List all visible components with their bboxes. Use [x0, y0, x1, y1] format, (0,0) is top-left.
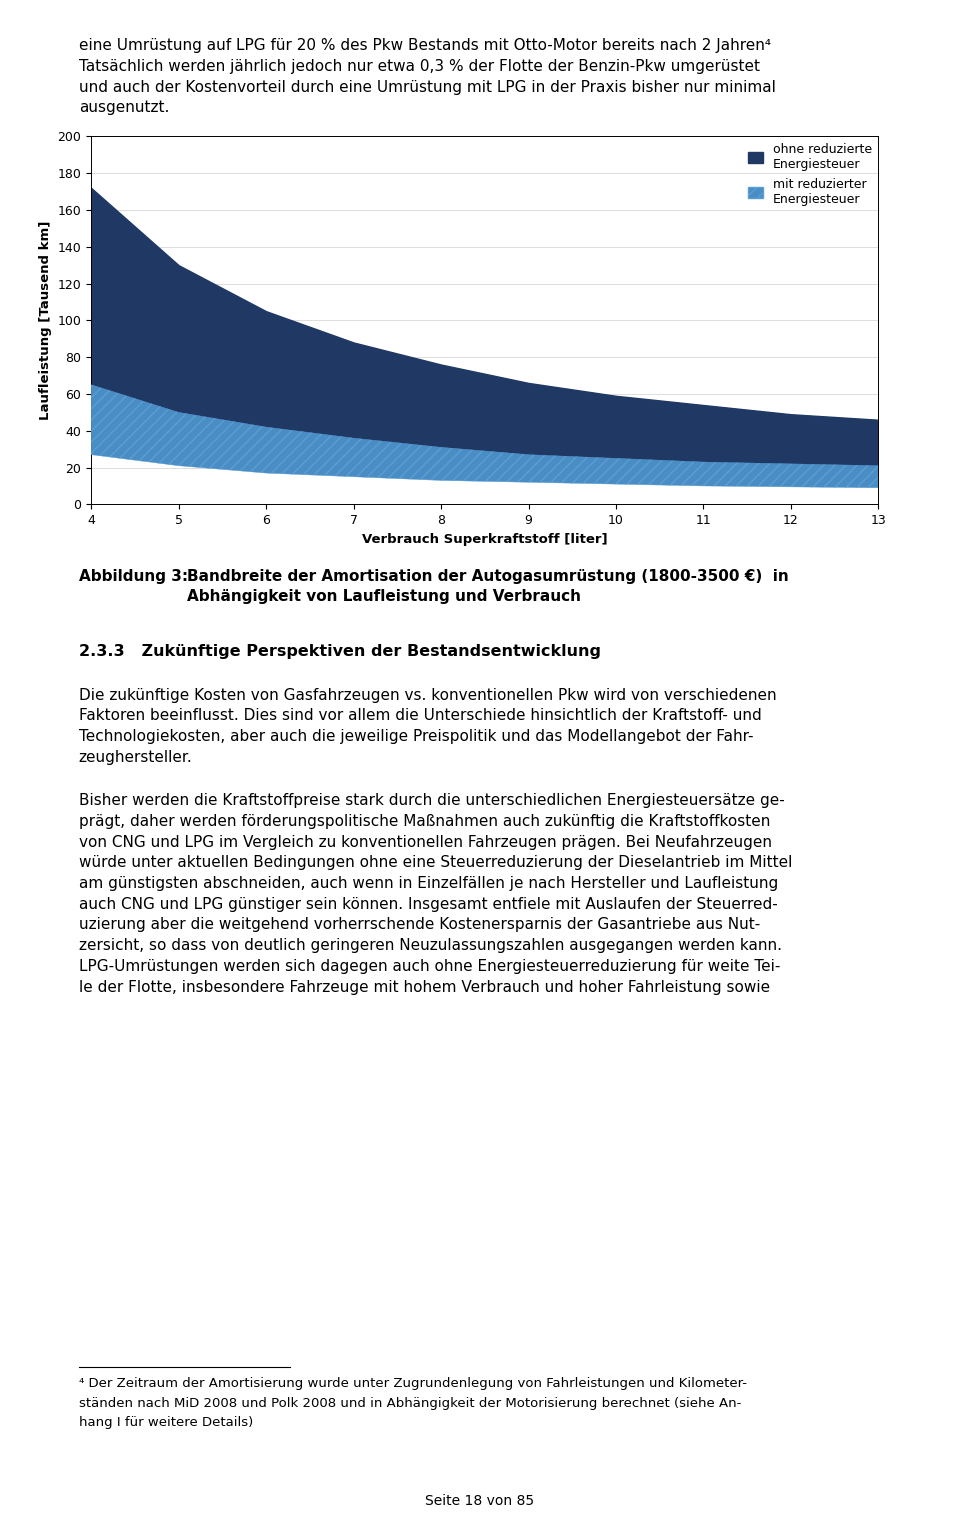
Text: ⁴ Der Zeitraum der Amortisierung wurde unter Zugrundenlegung von Fahrleistungen : ⁴ Der Zeitraum der Amortisierung wurde u…: [79, 1377, 747, 1389]
Text: hang I für weitere Details): hang I für weitere Details): [79, 1416, 253, 1429]
Text: Die zukünftige Kosten von Gasfahrzeugen vs. konventionellen Pkw wird von verschi: Die zukünftige Kosten von Gasfahrzeugen …: [79, 688, 777, 702]
Text: uzierung aber die weitgehend vorherrschende Kostenersparnis der Gasantriebe aus : uzierung aber die weitgehend vorherrsche…: [79, 917, 760, 932]
Text: würde unter aktuellen Bedingungen ohne eine Steuerreduzierung der Dieselantrieb : würde unter aktuellen Bedingungen ohne e…: [79, 855, 792, 871]
Y-axis label: Laufleistung [Tausend km]: Laufleistung [Tausend km]: [39, 221, 52, 420]
Text: LPG-Umrüstungen werden sich dagegen auch ohne Energiesteuerreduzierung für weite: LPG-Umrüstungen werden sich dagegen auch…: [79, 958, 780, 973]
Text: auch CNG und LPG günstiger sein können. Insgesamt entfiele mit Auslaufen der Ste: auch CNG und LPG günstiger sein können. …: [79, 897, 778, 912]
Text: Seite 18 von 85: Seite 18 von 85: [425, 1495, 535, 1508]
Text: Bisher werden die Kraftstoffpreise stark durch die unterschiedlichen Energiesteu: Bisher werden die Kraftstoffpreise stark…: [79, 793, 784, 808]
Text: Bandbreite der Amortisation der Autogasumrüstung (1800-3500 €)  in: Bandbreite der Amortisation der Autogasu…: [187, 569, 789, 584]
X-axis label: Verbrauch Superkraftstoff [liter]: Verbrauch Superkraftstoff [liter]: [362, 532, 608, 546]
Text: Technologiekosten, aber auch die jeweilige Preispolitik und das Modellangebot de: Technologiekosten, aber auch die jeweili…: [79, 730, 754, 744]
Text: le der Flotte, insbesondere Fahrzeuge mit hohem Verbrauch und hoher Fahrleistung: le der Flotte, insbesondere Fahrzeuge mi…: [79, 980, 770, 995]
Text: am günstigsten abschneiden, auch wenn in Einzelfällen je nach Hersteller und Lau: am günstigsten abschneiden, auch wenn in…: [79, 875, 778, 891]
Text: eine Umrüstung auf LPG für 20 % des Pkw Bestands mit Otto-Motor bereits nach 2 J: eine Umrüstung auf LPG für 20 % des Pkw …: [79, 38, 771, 54]
Text: prägt, daher werden förderungspolitische Maßnahmen auch zukünftig die Kraftstoff: prägt, daher werden förderungspolitische…: [79, 814, 770, 829]
Legend: ohne reduzierte
Energiesteuer, mit reduzierter
Energiesteuer: ohne reduzierte Energiesteuer, mit reduz…: [748, 143, 872, 205]
Text: ständen nach MiD 2008 und Polk 2008 und in Abhängigkeit der Motorisierung berech: ständen nach MiD 2008 und Polk 2008 und …: [79, 1397, 741, 1409]
Text: und auch der Kostenvorteil durch eine Umrüstung mit LPG in der Praxis bisher nur: und auch der Kostenvorteil durch eine Um…: [79, 80, 776, 95]
Text: Abhängigkeit von Laufleistung und Verbrauch: Abhängigkeit von Laufleistung und Verbra…: [187, 590, 581, 604]
Text: von CNG und LPG im Vergleich zu konventionellen Fahrzeugen prägen. Bei Neufahrze: von CNG und LPG im Vergleich zu konventi…: [79, 834, 772, 849]
Text: 2.3.3   Zukünftige Perspektiven der Bestandsentwicklung: 2.3.3 Zukünftige Perspektiven der Bestan…: [79, 644, 601, 659]
Text: Tatsächlich werden jährlich jedoch nur etwa 0,3 % der Flotte der Benzin-Pkw umge: Tatsächlich werden jährlich jedoch nur e…: [79, 58, 759, 74]
Text: Abbildung 3:: Abbildung 3:: [79, 569, 188, 584]
Text: zeughersteller.: zeughersteller.: [79, 750, 192, 765]
Text: zersicht, so dass von deutlich geringeren Neuzulassungszahlen ausgegangen werden: zersicht, so dass von deutlich geringere…: [79, 938, 781, 954]
Text: ausgenutzt.: ausgenutzt.: [79, 101, 169, 115]
Text: Faktoren beeinflusst. Dies sind vor allem die Unterschiede hinsichtlich der Kraf: Faktoren beeinflusst. Dies sind vor alle…: [79, 708, 761, 724]
